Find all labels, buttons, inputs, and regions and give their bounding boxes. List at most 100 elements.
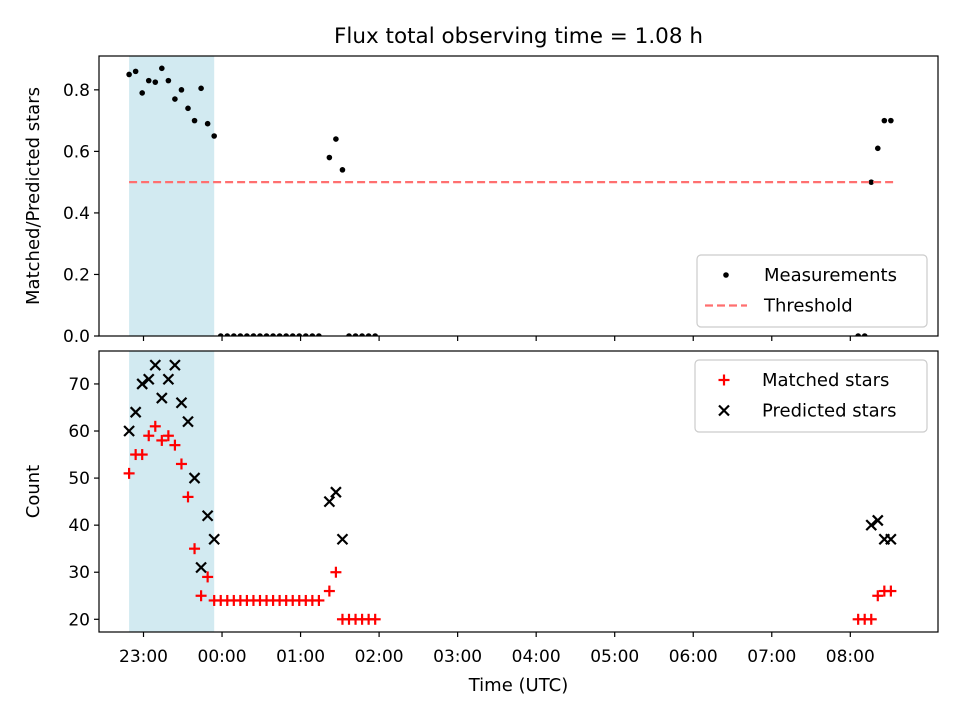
predicted-star-point bbox=[136, 378, 148, 390]
matched-star-point bbox=[182, 491, 194, 503]
predicted-star-point bbox=[142, 373, 155, 386]
predicted-star-point bbox=[162, 373, 175, 386]
y-tick-label: 70 bbox=[68, 375, 90, 395]
y-tick-label: 0.0 bbox=[63, 327, 90, 347]
predicted-star-point bbox=[175, 396, 188, 409]
measurement-point bbox=[172, 96, 178, 102]
predicted-star-point bbox=[208, 533, 220, 546]
matched-star-point bbox=[156, 434, 168, 446]
measurement-point bbox=[868, 179, 875, 185]
predicted-star-point bbox=[195, 561, 207, 574]
matched-star-point bbox=[369, 613, 381, 625]
measurement-point bbox=[198, 85, 204, 92]
y-tick-label: 0.2 bbox=[63, 265, 90, 285]
predicted-star-point bbox=[872, 514, 884, 527]
measurement-point bbox=[289, 333, 296, 336]
measurement-point bbox=[257, 333, 263, 336]
legend-label: Threshold bbox=[763, 296, 853, 317]
matched-star-point bbox=[162, 430, 174, 442]
measurement-point bbox=[283, 333, 289, 336]
predicted-star-point bbox=[123, 425, 135, 437]
predicted-star-point bbox=[182, 415, 194, 428]
measurement-point bbox=[263, 333, 270, 336]
x-tick-label: 05:00 bbox=[590, 647, 639, 667]
legend-label: Matched stars bbox=[762, 370, 889, 391]
matched-star-point bbox=[313, 594, 325, 606]
x-tick-label: 08:00 bbox=[826, 647, 875, 667]
predicted-star-point bbox=[169, 359, 181, 371]
matched-star-point bbox=[865, 613, 877, 625]
y-tick-label: 60 bbox=[68, 422, 90, 442]
matched-star-point bbox=[330, 566, 342, 578]
measurement-point bbox=[165, 77, 172, 84]
y-tick-label: 30 bbox=[68, 563, 90, 583]
measurement-point bbox=[244, 333, 250, 336]
x-tick-label: 23:00 bbox=[119, 647, 168, 667]
measurement-point bbox=[145, 77, 152, 84]
measurement-point bbox=[352, 333, 359, 336]
x-tick-label: 02:00 bbox=[355, 647, 404, 667]
y-tick-label: 50 bbox=[68, 469, 90, 489]
predicted-star-point bbox=[323, 495, 336, 508]
legend: Matched stars Predicted stars bbox=[694, 359, 928, 433]
predicted-star-point bbox=[129, 406, 142, 418]
x-axis-label: Time (UTC) bbox=[468, 675, 569, 696]
measurement-point bbox=[204, 120, 211, 127]
measurement-point bbox=[874, 145, 881, 152]
measurement-point bbox=[359, 333, 365, 336]
x-tick-label: 04:00 bbox=[512, 647, 561, 667]
measurement-point bbox=[303, 333, 309, 336]
x-tick-label: 07:00 bbox=[747, 647, 796, 667]
matched-star-point bbox=[169, 439, 181, 451]
matched-star-point bbox=[323, 585, 335, 597]
measurement-point bbox=[881, 117, 888, 124]
measurement-point bbox=[296, 333, 303, 336]
matched-star-point bbox=[195, 590, 207, 602]
y-tick-label: 0.4 bbox=[63, 204, 90, 224]
measurement-point bbox=[224, 333, 231, 336]
x-axis-ticks: 23:00 00:00 01:00 02:00 03:00 04:00 05:00 06:00… bbox=[119, 647, 875, 667]
measurement-point bbox=[372, 333, 378, 336]
matched-star-point bbox=[143, 430, 155, 442]
observing-span bbox=[129, 351, 215, 632]
measurement-point bbox=[339, 167, 346, 173]
measurement-point bbox=[152, 79, 159, 85]
ratio-panel: 0.0 0.2 0.4 0.6 0.8 Matched/Predicted stars Me… bbox=[23, 55, 939, 347]
predicted-star-point bbox=[336, 533, 349, 546]
measurement-point bbox=[191, 117, 198, 124]
measurement-point bbox=[365, 333, 372, 336]
legend-plus-icon bbox=[718, 374, 730, 386]
measurement-point bbox=[185, 105, 191, 112]
measurement-point bbox=[159, 65, 165, 72]
measurement-point bbox=[237, 333, 244, 336]
measurement-point bbox=[316, 333, 322, 336]
measurement-point bbox=[888, 117, 894, 124]
figure-title: Flux total observing time = 1.08 h bbox=[334, 24, 703, 49]
matched-star-point bbox=[123, 467, 135, 479]
measurement-point bbox=[126, 71, 132, 78]
measurement-point bbox=[855, 333, 861, 336]
measurement-point bbox=[217, 333, 224, 336]
y-axis-label: Count bbox=[23, 465, 44, 518]
measurement-point bbox=[211, 133, 217, 139]
x-tick-label: 00:00 bbox=[198, 647, 247, 667]
measurement-point bbox=[231, 333, 237, 336]
y-tick-label: 0.6 bbox=[63, 142, 90, 162]
predicted-star-point bbox=[201, 509, 214, 522]
x-tick-label: 06:00 bbox=[669, 647, 718, 667]
legend-label: Predicted stars bbox=[762, 401, 896, 422]
y-tick-label: 20 bbox=[68, 610, 90, 630]
measurement-point bbox=[861, 333, 868, 336]
predicted-star-point bbox=[865, 519, 878, 531]
measurement-point bbox=[326, 154, 333, 161]
legend-box bbox=[696, 254, 928, 328]
y-axis-label: Matched/Predicted stars bbox=[23, 87, 44, 305]
y-tick-label: 40 bbox=[68, 516, 90, 536]
predicted-star-point bbox=[330, 486, 342, 498]
measurement-point bbox=[139, 90, 145, 96]
measurement-point bbox=[276, 333, 283, 336]
legend-label: Measurements bbox=[764, 265, 897, 286]
axes-frame bbox=[98, 55, 939, 337]
observing-span bbox=[129, 56, 215, 336]
